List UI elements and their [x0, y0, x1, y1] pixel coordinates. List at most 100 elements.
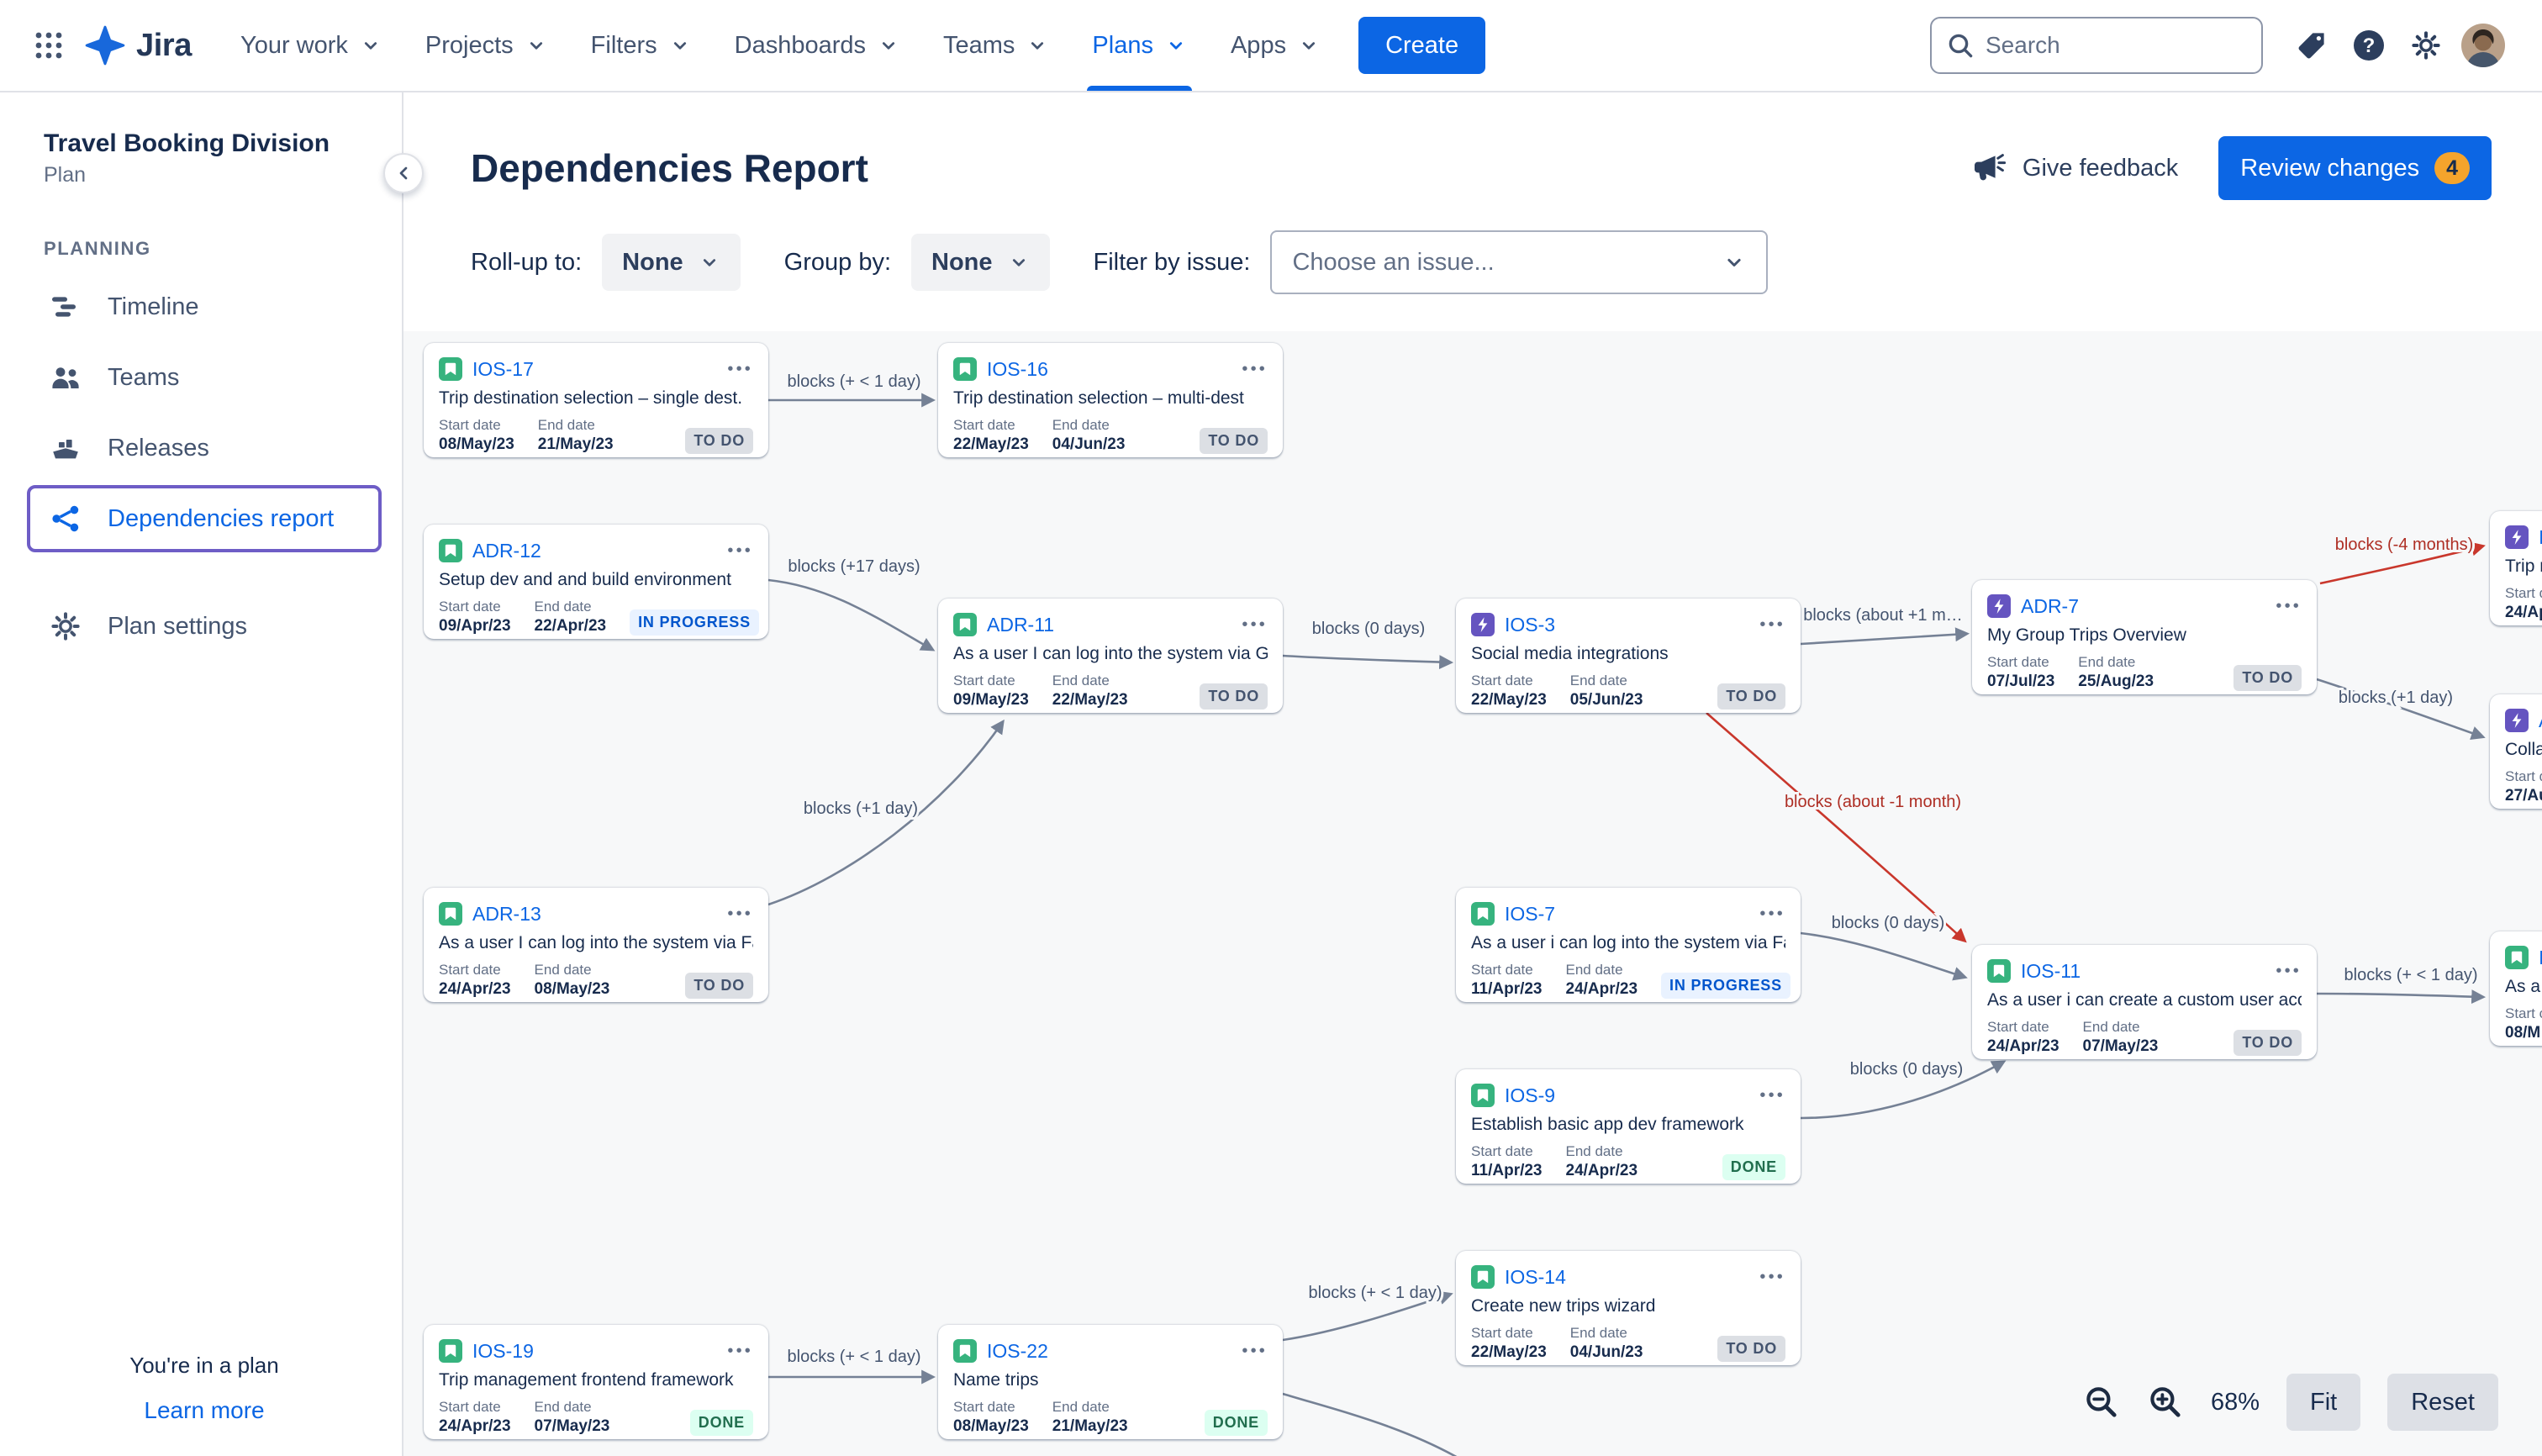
more-icon[interactable]: ••• — [1242, 1342, 1268, 1360]
sidebar-item-plan-settings[interactable]: Plan settings — [27, 593, 382, 660]
issue-filter-select[interactable]: Choose an issue... — [1270, 230, 1769, 294]
card-footer: Start date 24/Apr/23 End date 07/May/23 DONE — [439, 1399, 753, 1436]
nav-item-plans[interactable]: Plans — [1070, 0, 1209, 91]
help-icon[interactable]: ? — [2340, 17, 2397, 74]
card-header: A••• — [2505, 708, 2542, 733]
more-icon[interactable]: ••• — [1759, 1268, 1785, 1286]
card-footer: Start date 11/Apr/23 End date 24/Apr/23 DONE — [1471, 1143, 1785, 1180]
rollup-label: Roll-up to: — [471, 248, 583, 276]
dependency-card-ios-9[interactable]: IOS-9 ••• Establish basic app dev framewor… — [1456, 1069, 1801, 1184]
edge-label: blocks (+ < 1 day) — [788, 372, 921, 391]
issue-key-link[interactable]: IOS-16 — [987, 357, 1048, 380]
more-icon[interactable]: ••• — [727, 1342, 753, 1360]
more-icon[interactable]: ••• — [1759, 1086, 1785, 1105]
dependency-card-io[interactable]: IO••• Trip r Start d24/Ap — [2490, 511, 2542, 625]
app-switcher-icon[interactable] — [20, 17, 77, 74]
nav-item-dashboards[interactable]: Dashboards — [713, 0, 921, 91]
issue-key-link[interactable]: IOS-11 — [2021, 959, 2081, 982]
zoom-in-icon[interactable] — [2147, 1384, 2184, 1421]
dependency-card-ios-7[interactable]: IOS-7 ••• As a user i can log into the sys… — [1456, 888, 1801, 1002]
dependency-card-a[interactable]: A••• Colla Start d27/Au — [2490, 694, 2542, 809]
sidebar-item-label: Releases — [108, 434, 209, 462]
groupby-dropdown[interactable]: None — [911, 234, 1050, 291]
issue-key-link[interactable]: ADR-11 — [987, 613, 1055, 636]
zoom-out-icon[interactable] — [2083, 1384, 2120, 1421]
issue-key-link[interactable]: IOS-19 — [472, 1339, 534, 1362]
sidebar-item-releases[interactable]: Releases — [27, 414, 382, 482]
more-icon[interactable]: ••• — [1759, 615, 1785, 634]
zoom-level: 68% — [2210, 1388, 2260, 1416]
jira-logo[interactable]: Jira — [84, 24, 192, 66]
header-actions: Give feedback Review changes 4 — [1972, 136, 2492, 200]
issue-key-link[interactable]: IOS-7 — [1505, 902, 1556, 925]
user-avatar[interactable] — [2455, 17, 2512, 74]
more-icon[interactable]: ••• — [727, 905, 753, 923]
dependency-card-ios-22[interactable]: IOS-22 ••• Name trips Start date 08/May/23 En… — [938, 1325, 1283, 1439]
issue-key-link[interactable]: IO — [2539, 947, 2542, 969]
more-icon[interactable]: ••• — [1242, 615, 1268, 634]
issue-key-link[interactable]: IOS-22 — [987, 1339, 1048, 1362]
reset-button[interactable]: Reset — [2387, 1374, 2498, 1431]
fit-button[interactable]: Fit — [2286, 1374, 2361, 1431]
more-icon[interactable]: ••• — [1242, 360, 1268, 378]
issue-key-link[interactable]: ADR-13 — [472, 902, 541, 925]
give-feedback-button[interactable]: Give feedback — [1972, 150, 2178, 186]
card-footer: Start date 22/May/23 End date 04/Jun/23 TO D… — [1471, 1325, 1785, 1362]
issue-summary: As a user i can log into the system via … — [1471, 933, 1785, 952]
nav-item-filters[interactable]: Filters — [569, 0, 713, 91]
status-lozenge: DONE — [1204, 1410, 1268, 1436]
settings-gear-icon[interactable] — [2397, 17, 2455, 74]
start-date: Start date 08/May/23 — [953, 1399, 1029, 1435]
more-icon[interactable]: ••• — [1759, 905, 1785, 923]
rollup-dropdown[interactable]: None — [602, 234, 741, 291]
search-input[interactable] — [1930, 17, 2263, 74]
top-navigation-bar: Jira Your work Projects Filters Dashboards T… — [0, 0, 2542, 92]
dependency-card-ios-19[interactable]: IOS-19 ••• Trip management frontend framew… — [424, 1325, 768, 1439]
nav-item-teams[interactable]: Teams — [921, 0, 1070, 91]
sidebar-item-timeline[interactable]: Timeline — [27, 273, 382, 340]
dependency-card-adr-7[interactable]: ADR-7 ••• My Group Trips Overview Start dat… — [1972, 580, 2317, 694]
dependency-card-ios-3[interactable]: IOS-3 ••• Social media integrations Start d… — [1456, 599, 1801, 713]
more-icon[interactable]: ••• — [727, 360, 753, 378]
dependency-card-adr-13[interactable]: ADR-13 ••• As a user I can log into the sy… — [424, 888, 768, 1002]
sidebar-item-dependencies-report[interactable]: Dependencies report — [27, 485, 382, 552]
issue-key-link[interactable]: IOS-14 — [1505, 1265, 1566, 1288]
zoom-controls: 68% Fit Reset — [2083, 1374, 2498, 1431]
dependencies-canvas[interactable]: blocks (+ < 1 day) blocks (+17 days) block… — [403, 331, 2542, 1456]
card-header: IOS-7 ••• — [1471, 901, 1785, 926]
issue-key-link[interactable]: IOS-17 — [472, 357, 534, 380]
plan-settings-wrap: Plan settings — [27, 593, 382, 660]
issue-key-link[interactable]: ADR-12 — [472, 539, 541, 562]
dependency-card-ios-14[interactable]: IOS-14 ••• Create new trips wizard Start da… — [1456, 1251, 1801, 1365]
nav-item-apps[interactable]: Apps — [1209, 0, 1342, 91]
dependency-card-ios-17[interactable]: IOS-17 ••• Trip destination selection – si… — [424, 343, 768, 457]
more-icon[interactable]: ••• — [727, 541, 753, 560]
nav-item-projects[interactable]: Projects — [403, 0, 569, 91]
chevron-down-icon — [669, 34, 691, 56]
dependency-card-ios-11[interactable]: IOS-11 ••• As a user i can create a custom… — [1972, 945, 2317, 1059]
nav-item-your-work[interactable]: Your work — [219, 0, 403, 91]
premium-tag-icon[interactable] — [2283, 17, 2340, 74]
issue-key-link[interactable]: IOS-3 — [1505, 613, 1556, 636]
dependency-card-adr-11[interactable]: ADR-11 ••• As a user I can log into the sy… — [938, 599, 1283, 713]
status-lozenge: TO DO — [685, 973, 753, 999]
sidebar-item-label: Teams — [108, 363, 180, 391]
more-icon[interactable]: ••• — [2276, 962, 2302, 980]
issue-key-link[interactable]: IOS-9 — [1505, 1084, 1556, 1106]
edge-label: blocks (+1 day) — [2339, 688, 2453, 707]
edge-label: blocks (+17 days) — [788, 557, 920, 576]
sidebar-collapse-button[interactable] — [383, 153, 424, 193]
dependency-card-ios-16[interactable]: IOS-16 ••• Trip destination selection – mu… — [938, 343, 1283, 457]
story-icon — [2505, 946, 2529, 969]
issue-key-link[interactable]: ADR-7 — [2021, 594, 2080, 617]
learn-more-link[interactable]: Learn more — [144, 1397, 265, 1423]
issue-key-link[interactable]: IO — [2539, 526, 2542, 549]
more-icon[interactable]: ••• — [2276, 597, 2302, 615]
issue-key-link[interactable]: A — [2539, 710, 2542, 732]
dependency-card-adr-12[interactable]: ADR-12 ••• Setup dev and and build environ… — [424, 525, 768, 639]
create-button[interactable]: Create — [1358, 17, 1486, 74]
sidebar-item-teams[interactable]: Teams — [27, 344, 382, 411]
review-changes-button[interactable]: Review changes 4 — [2218, 136, 2492, 200]
dependency-card-io[interactable]: IO••• As a Start c08/M — [2490, 931, 2542, 1046]
end-date: End date 05/Jun/23 — [1569, 673, 1643, 709]
